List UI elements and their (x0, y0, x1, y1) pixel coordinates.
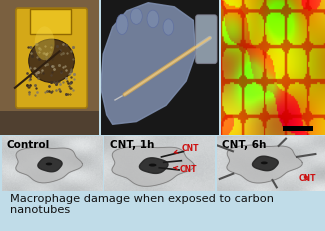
Polygon shape (139, 158, 168, 173)
Polygon shape (38, 157, 62, 172)
Text: CNT: CNT (174, 144, 199, 153)
FancyBboxPatch shape (16, 8, 87, 108)
Polygon shape (227, 145, 302, 183)
Ellipse shape (147, 10, 159, 28)
Polygon shape (101, 3, 196, 124)
Text: CNT, 6h: CNT, 6h (223, 140, 267, 150)
Text: Control: Control (6, 140, 50, 150)
Bar (30, 9, 72, 34)
Ellipse shape (29, 39, 74, 82)
Ellipse shape (261, 161, 268, 164)
Ellipse shape (149, 164, 157, 167)
Text: CNT: CNT (299, 174, 316, 183)
Polygon shape (16, 147, 83, 183)
Ellipse shape (46, 163, 52, 165)
Text: CNT, 1h: CNT, 1h (110, 140, 154, 150)
Bar (0, 111, 99, 135)
Text: CNT: CNT (174, 164, 197, 173)
Ellipse shape (35, 26, 55, 60)
Polygon shape (253, 156, 278, 171)
Bar (283, 126, 313, 131)
Ellipse shape (163, 19, 174, 35)
Ellipse shape (116, 14, 128, 34)
Text: Macrophage damage when exposed to carbon
nanotubes: Macrophage damage when exposed to carbon… (10, 194, 274, 216)
FancyBboxPatch shape (196, 15, 217, 64)
Ellipse shape (130, 8, 142, 24)
Polygon shape (112, 146, 194, 186)
